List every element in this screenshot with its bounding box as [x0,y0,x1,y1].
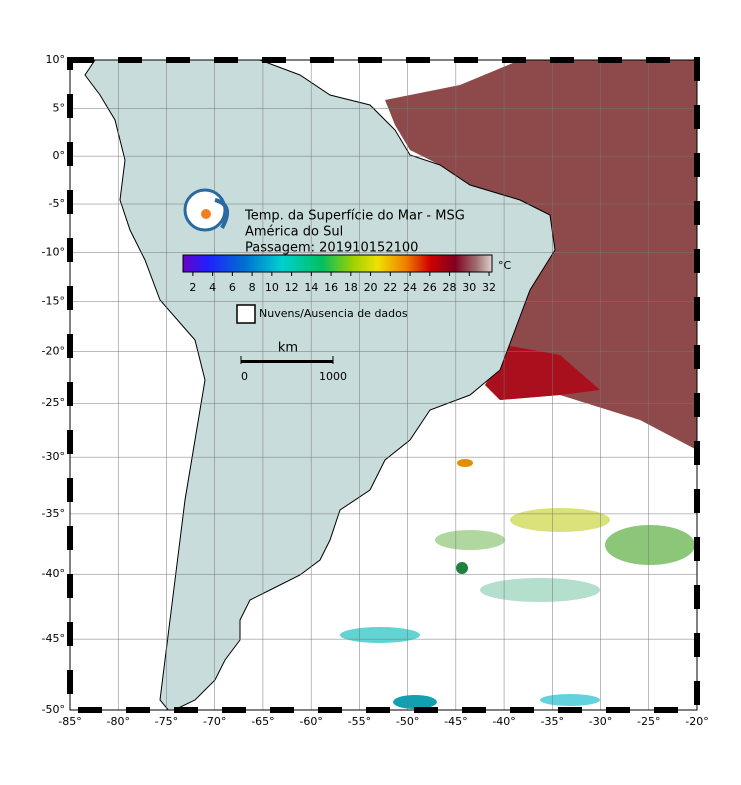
x-tick-label: -50° [396,715,419,728]
x-tick-label: -30° [589,715,612,728]
colorbar-label: 24 [403,281,417,294]
y-tick-label: -25° [42,396,65,409]
colorbar-label: 30 [462,281,476,294]
colorbar [182,254,493,273]
colorbar-label: 28 [443,281,457,294]
legend-swatch [236,304,256,324]
y-tick-label: 5° [53,101,66,114]
x-tick-label: -75° [155,715,178,728]
scale-bar [241,360,333,363]
colorbar-label: 14 [304,281,318,294]
colorbar-label: 2 [189,281,196,294]
x-tick-label: -55° [348,715,371,728]
sst-red [485,345,600,400]
colorbar-label: 22 [383,281,397,294]
scale-label: 0 [241,370,248,383]
legend-label: Nuvens/Ausencia de dados [259,307,408,320]
colorbar-label: 16 [324,281,338,294]
x-tick-label: -80° [106,715,129,728]
x-tick-label: -45° [444,715,467,728]
x-tick-label: -60° [299,715,322,728]
colorbar-label: 32 [482,281,496,294]
y-tick-label: -40° [42,567,65,580]
y-tick-label: 10° [46,53,66,66]
frame [69,59,698,711]
y-tick-label: -5° [49,197,65,210]
sst-warm [385,60,697,450]
y-tick-label: -50° [42,703,65,716]
scale-unit: km [278,341,298,356]
title-line: Temp. da Superfície do Mar - MSG [244,209,465,224]
y-tick-label: -30° [42,450,65,463]
colorbar-unit: °C [498,259,512,272]
colorbar-label: 18 [344,281,358,294]
x-tick-label: -35° [541,715,564,728]
logo [183,188,230,232]
scale-label: 1000 [319,370,347,383]
y-tick-label: 0° [53,149,66,162]
y-tick-label: -10° [42,245,65,258]
colorbar-label: 8 [249,281,256,294]
x-tick-label: -20° [685,715,708,728]
x-tick-label: -40° [492,715,515,728]
y-tick-label: -20° [42,344,65,357]
map-body [70,60,697,710]
y-tick-label: -15° [42,294,65,307]
colorbar-label: 6 [229,281,236,294]
title-line: Passagem: 201910152100 [245,241,418,256]
colorbar-label: 4 [209,281,216,294]
grid [70,60,697,710]
colorbar-label: 26 [423,281,437,294]
x-tick-label: -25° [637,715,660,728]
colorbar-label: 20 [364,281,378,294]
colorbar-label: 12 [285,281,299,294]
x-tick-label: -70° [203,715,226,728]
y-tick-label: -35° [42,507,65,520]
x-tick-label: -85° [58,715,81,728]
title-line: América do Sul [245,225,343,240]
y-tick-label: -45° [42,632,65,645]
x-tick-label: -65° [251,715,274,728]
colorbar-label: 10 [265,281,279,294]
